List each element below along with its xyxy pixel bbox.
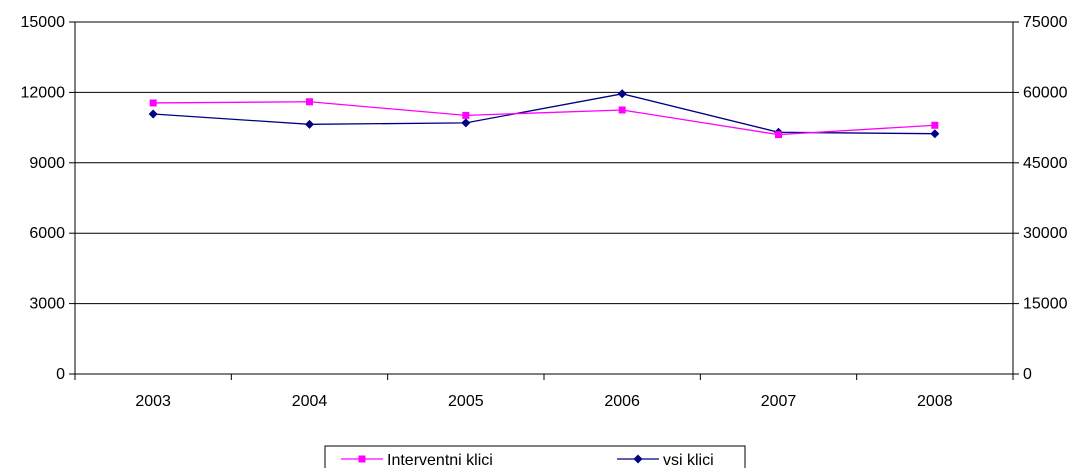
data-point: [618, 106, 626, 114]
x-tick-label: 2007: [761, 393, 797, 410]
data-point: [148, 109, 158, 119]
y-left-tick-label: 12000: [21, 84, 66, 101]
series-interventni-klici: [149, 98, 939, 139]
y-left-tick-label: 0: [56, 366, 65, 383]
y-left-tick-label: 9000: [29, 155, 65, 172]
y-right-tick-label: 75000: [1023, 14, 1068, 31]
y-left-tick-label: 6000: [29, 225, 65, 242]
y-left-tick-label: 3000: [29, 296, 65, 313]
data-point: [306, 98, 313, 106]
data-point: [462, 111, 470, 119]
data-point: [461, 118, 471, 128]
y-right-tick-label: 30000: [1023, 225, 1068, 242]
x-tick-label: 2004: [292, 393, 328, 410]
legend-marker: [633, 454, 643, 464]
y-left-tick-label: 15000: [21, 14, 66, 31]
data-point: [775, 131, 782, 139]
series-line: [153, 101, 935, 136]
y-right-tick-label: 60000: [1023, 84, 1068, 101]
legend-marker: [358, 455, 366, 463]
series: [148, 89, 940, 139]
series-line: [153, 93, 935, 135]
x-tick-label: 2006: [604, 393, 640, 410]
data-point: [305, 119, 314, 129]
legend: Interventni klici vsi klici: [324, 445, 746, 473]
data-point: [617, 89, 627, 99]
axes: 0 3000 6000 9000 12000 15000 0 15000 30000 45000 6…: [21, 14, 1068, 410]
data-point: [931, 121, 939, 129]
y-right-tick-label: 15000: [1023, 296, 1068, 313]
x-tick-label: 2008: [917, 393, 953, 410]
gridlines: [75, 21, 1013, 305]
series-vsi-klici: [148, 89, 940, 139]
y-right-tick-label: 45000: [1023, 155, 1068, 172]
legend-label: vsi klici: [663, 452, 714, 468]
data-point: [149, 99, 157, 107]
y-right-tick-label: 0: [1023, 366, 1032, 383]
legend-label: Interventni klici: [387, 452, 493, 468]
x-tick-label: 2005: [448, 393, 484, 410]
x-tick-label: 2003: [135, 393, 171, 410]
data-point: [930, 129, 940, 139]
